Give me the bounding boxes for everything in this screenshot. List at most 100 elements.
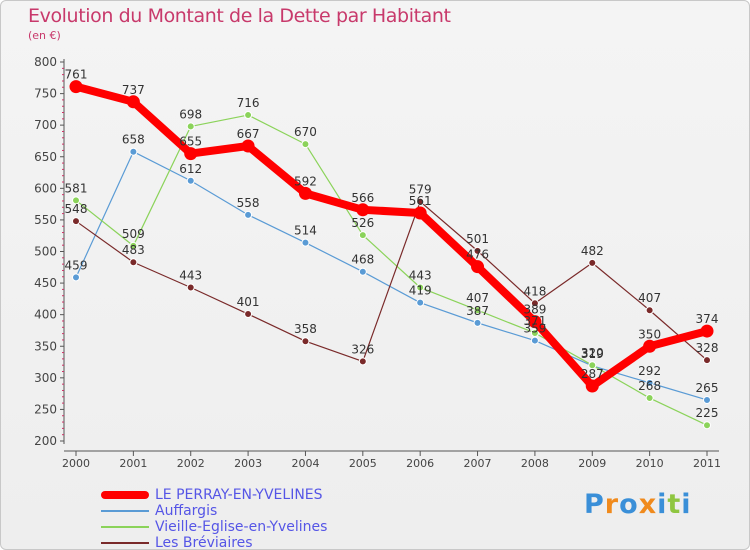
x-tick-label: 2007 [464, 457, 492, 470]
data-point [356, 203, 370, 217]
data-label: 407 [638, 291, 661, 305]
data-point [473, 246, 482, 255]
logo-letter: i [681, 489, 692, 520]
data-point [298, 186, 312, 200]
data-label: 548 [65, 202, 88, 216]
data-point [358, 357, 367, 366]
data-label: 581 [65, 181, 88, 195]
series-line-2 [75, 114, 708, 426]
y-tick-label: 300 [34, 371, 57, 385]
legend-label: Vieille-Eglise-en-Yvelines [155, 519, 328, 535]
x-tick-label: 2006 [406, 457, 434, 470]
data-label: 612 [179, 162, 202, 176]
y-tick-label: 200 [34, 434, 57, 448]
legend-swatch [101, 491, 149, 499]
data-point [585, 379, 599, 393]
data-point [186, 283, 195, 292]
data-point [244, 210, 253, 219]
data-point [703, 421, 711, 430]
data-label: 514 [294, 224, 317, 238]
data-point [186, 122, 195, 131]
data-label: 655 [179, 135, 202, 149]
data-label: 350 [638, 327, 661, 341]
series-line-0 [72, 82, 711, 391]
chart-title: Evolution du Montant de la Dette par Hab… [28, 5, 451, 27]
legend-swatch [101, 510, 149, 512]
data-label: 667 [237, 127, 260, 141]
y-tick-label: 750 [34, 87, 57, 101]
data-point [358, 267, 367, 276]
data-label: 443 [179, 269, 202, 283]
data-label: 579 [409, 183, 432, 197]
data-point [530, 328, 539, 337]
legend-label: Auffargis [155, 503, 218, 519]
data-label: 358 [294, 322, 317, 336]
data-point [72, 196, 80, 205]
x-tick-label: 2011 [693, 457, 721, 470]
y-tick-label: 500 [34, 245, 57, 259]
x-tick-label: 2008 [521, 457, 549, 470]
data-label: 407 [466, 291, 489, 305]
data-label: 482 [581, 244, 604, 258]
data-point [703, 356, 711, 365]
data-point [473, 318, 482, 327]
data-point [471, 260, 485, 274]
x-tick-label: 2005 [349, 457, 377, 470]
legend-label: LE PERRAY-EN-YVELINES [155, 487, 323, 503]
data-point [645, 378, 654, 387]
data-label: 592 [294, 174, 317, 188]
x-tick-label: 2001 [119, 457, 147, 470]
data-point [700, 324, 714, 338]
x-tick-label: 2003 [234, 457, 262, 470]
data-point [301, 337, 310, 346]
logo-letter: o [619, 489, 639, 520]
data-point [244, 111, 253, 120]
data-label: 268 [638, 379, 661, 393]
data-label: 374 [696, 312, 719, 326]
y-tick-label: 250 [34, 402, 57, 416]
x-tick-label: 2009 [578, 457, 606, 470]
data-label: 265 [696, 381, 719, 395]
logo-letter: P [584, 489, 605, 520]
data-point [528, 315, 542, 329]
data-label: 761 [65, 68, 88, 82]
data-label: 419 [409, 284, 432, 298]
data-point [241, 139, 255, 153]
data-point [184, 147, 198, 161]
y-tick-label: 550 [34, 213, 57, 227]
y-tick-label: 600 [34, 181, 57, 195]
data-label: 328 [696, 341, 719, 355]
data-point [530, 336, 539, 345]
data-label: 371 [523, 314, 546, 328]
legend-swatch [101, 542, 149, 544]
data-label: 459 [65, 258, 88, 272]
data-label: 561 [409, 194, 432, 208]
data-point [416, 298, 425, 307]
y-tick-label: 650 [34, 150, 57, 164]
data-label: 320 [581, 346, 604, 360]
logo-letter: i [657, 489, 668, 520]
data-label: 476 [466, 248, 489, 262]
data-label: 443 [409, 269, 432, 283]
data-label: 737 [122, 83, 145, 97]
data-point [416, 197, 425, 206]
logo-letter: x [638, 489, 658, 520]
legend-swatch [101, 526, 149, 528]
data-label: 326 [351, 342, 374, 356]
data-label: 287 [581, 367, 604, 381]
data-point [69, 80, 83, 94]
data-point [244, 310, 253, 319]
x-tick-label: 2004 [291, 457, 319, 470]
y-tick-label: 400 [34, 308, 57, 322]
data-label: 509 [122, 227, 145, 241]
data-point [72, 273, 80, 282]
data-label: 501 [466, 232, 489, 246]
data-point [129, 241, 138, 250]
chart-subtitle: (en €) [28, 29, 61, 42]
data-point [645, 394, 654, 403]
data-label: 468 [351, 253, 374, 267]
y-tick-label: 350 [34, 339, 57, 353]
data-label: 483 [122, 243, 145, 257]
data-point [126, 95, 140, 109]
data-point [703, 395, 711, 404]
